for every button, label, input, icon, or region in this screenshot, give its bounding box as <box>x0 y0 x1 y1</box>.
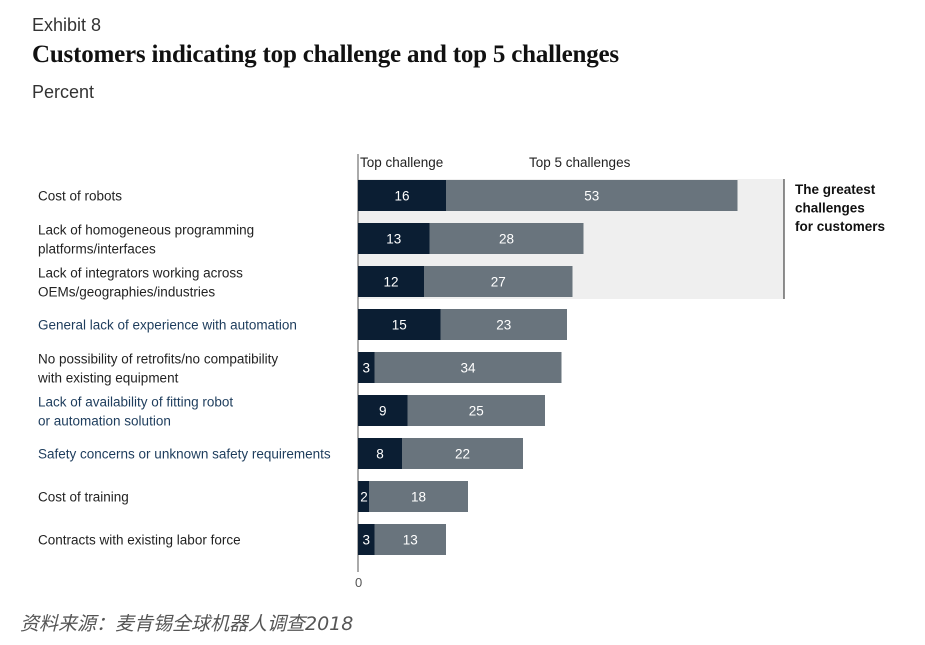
highlight-label: challenges <box>795 201 865 216</box>
value-label-top-challenge: 8 <box>376 447 384 462</box>
value-label-top-challenge: 9 <box>379 404 387 419</box>
bar-top-challenge <box>358 223 430 254</box>
bar-top-challenge <box>358 180 446 211</box>
category-label: Cost of training <box>38 490 129 505</box>
category-label: Lack of availability of fitting robot <box>38 395 233 410</box>
bar-top-challenge <box>358 438 402 469</box>
value-label-top-challenge: 3 <box>362 533 370 548</box>
highlight-label: The greatest <box>795 182 876 197</box>
value-label-top5-challenges: 22 <box>455 447 470 462</box>
bar-top-challenge <box>358 395 408 426</box>
category-label: Safety concerns or unknown safety requir… <box>38 447 331 462</box>
bar-top5-challenges <box>402 438 523 469</box>
bar-top5-challenges <box>446 180 738 211</box>
value-label-top5-challenges: 23 <box>496 318 511 333</box>
value-label-top5-challenges: 18 <box>411 490 426 505</box>
value-label-top-challenge: 16 <box>394 189 409 204</box>
bar-top-challenge <box>358 352 375 383</box>
value-label-top5-challenges: 53 <box>584 189 599 204</box>
bar-top-challenge <box>358 266 424 297</box>
category-label: Lack of homogeneous programming <box>38 223 254 238</box>
bar-top-challenge <box>358 524 375 555</box>
bar-top-challenge <box>358 481 369 512</box>
value-label-top-challenge: 3 <box>362 361 370 376</box>
category-label: or automation solution <box>38 414 171 429</box>
bar-top5-challenges <box>424 266 573 297</box>
exhibit-label: Exhibit 8 <box>32 15 102 35</box>
legend-top5-challenges: Top 5 challenges <box>529 155 631 170</box>
category-label: with existing equipment <box>37 371 179 386</box>
bar-top5-challenges <box>374 524 446 555</box>
bar-top5-challenges <box>440 309 567 340</box>
category-label: General lack of experience with automati… <box>38 318 297 333</box>
value-label-top-challenge: 12 <box>383 275 398 290</box>
value-label-top5-challenges: 25 <box>469 404 484 419</box>
bar-top5-challenges <box>374 352 562 383</box>
bar-top-challenge <box>358 309 441 340</box>
bar-top5-challenges <box>407 395 545 426</box>
category-label: Cost of robots <box>38 189 122 204</box>
source-note: 资料来源：麦肯锡全球机器人调查2018 <box>20 613 354 635</box>
category-label: OEMs/geographies/industries <box>38 285 215 300</box>
category-label: No possibility of retrofits/no compatibi… <box>38 352 278 367</box>
value-label-top5-challenges: 13 <box>403 533 418 548</box>
chart-title: Customers indicating top challenge and t… <box>32 41 619 68</box>
x-tick-label: 0 <box>355 575 362 590</box>
category-label: Contracts with existing labor force <box>38 533 241 548</box>
category-label: Lack of integrators working across <box>38 266 243 281</box>
bar-top5-challenges <box>429 223 584 254</box>
value-label-top-challenge: 13 <box>386 232 401 247</box>
highlight-label: for customers <box>795 219 885 234</box>
value-label-top-challenge: 15 <box>392 318 407 333</box>
chart-unit: Percent <box>32 82 95 102</box>
value-label-top5-challenges: 28 <box>499 232 514 247</box>
legend-top-challenge: Top challenge <box>360 155 443 170</box>
value-label-top5-challenges: 34 <box>460 361 476 376</box>
category-label: platforms/interfaces <box>38 242 156 257</box>
bar-top5-challenges <box>369 481 468 512</box>
value-label-top-challenge: 2 <box>360 490 368 505</box>
value-label-top5-challenges: 27 <box>491 275 506 290</box>
